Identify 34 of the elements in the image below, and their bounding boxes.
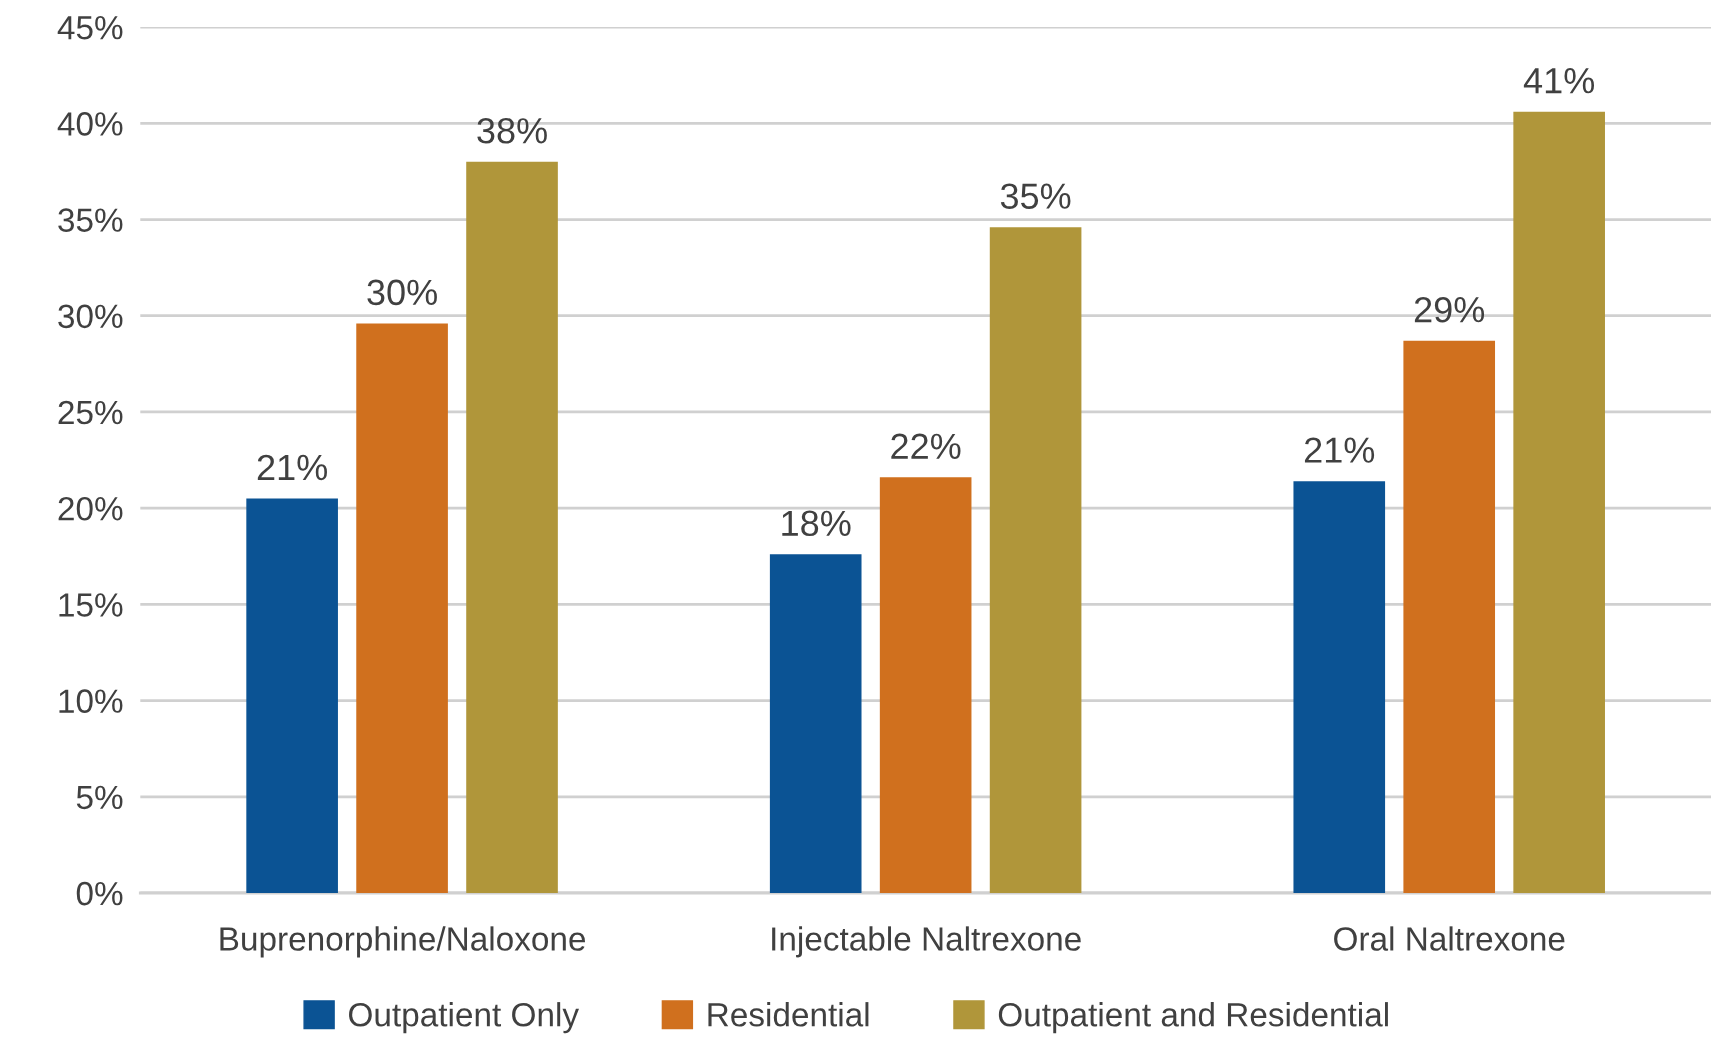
y-tick-label: 30%	[58, 304, 123, 329]
bar	[246, 498, 338, 893]
bar	[466, 161, 558, 893]
data-label: 38%	[477, 117, 547, 144]
bar	[879, 477, 972, 893]
bar	[1403, 340, 1496, 893]
y-tick-label: 25%	[58, 400, 123, 425]
y-tick-label: 35%	[58, 208, 123, 232]
data-label: 30%	[367, 279, 437, 306]
bar	[1293, 481, 1386, 893]
x-tick-label: Injectable Naltrexone	[772, 926, 1081, 958]
data-label: 41%	[1523, 68, 1595, 94]
x-tick-label: Buprenorphine/Naloxone	[220, 926, 586, 958]
legend-label: Outpatient Only	[349, 1002, 579, 1034]
bar	[989, 227, 1082, 893]
y-tick-label: 20%	[58, 496, 123, 521]
y-tick-label: 0%	[76, 881, 123, 906]
data-label: 21%	[257, 454, 327, 481]
data-label: 21%	[1304, 437, 1375, 463]
y-tick-label: 10%	[59, 689, 123, 713]
data-label: 18%	[782, 510, 851, 537]
data-label: 35%	[1000, 183, 1071, 209]
x-tick-label: Oral Naltrexone	[1334, 926, 1565, 951]
bar	[1513, 111, 1605, 893]
data-label: 29%	[1414, 296, 1485, 323]
data-label: 22%	[891, 433, 961, 459]
legend-label: Outpatient and Residential	[998, 1002, 1388, 1034]
y-tick-label: 45%	[57, 16, 123, 40]
bar	[769, 554, 862, 893]
y-tick-label: 40%	[57, 112, 123, 136]
bar	[356, 323, 448, 893]
y-tick-label: 15%	[59, 593, 123, 617]
y-tick-label: 5%	[76, 785, 123, 810]
legend-label: Residential	[708, 1002, 869, 1027]
